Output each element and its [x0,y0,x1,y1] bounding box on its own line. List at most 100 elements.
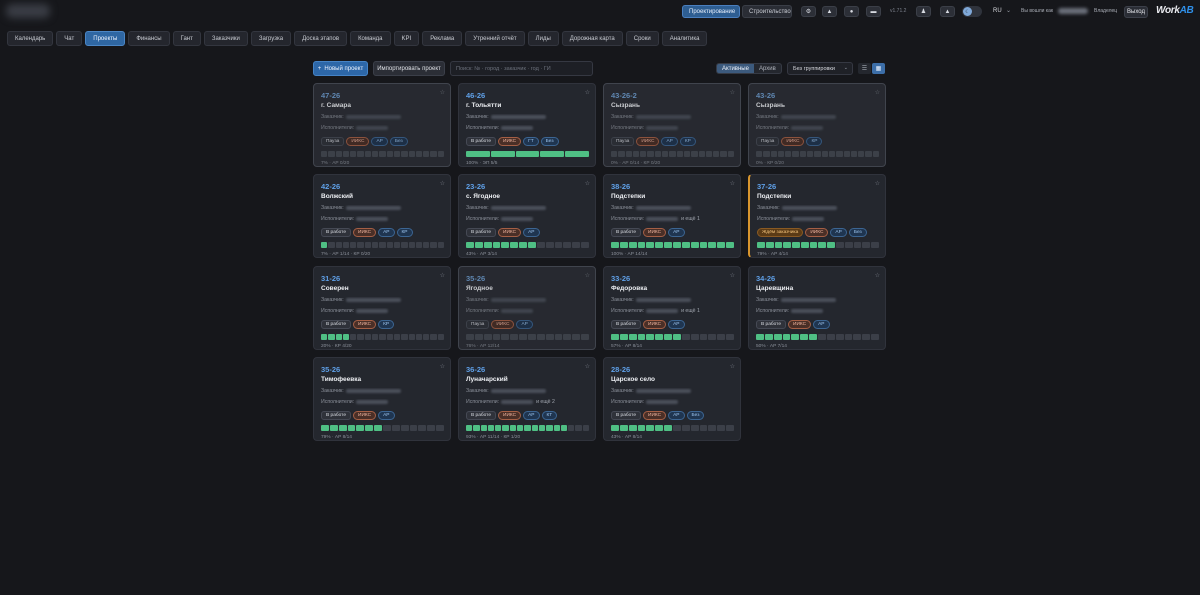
people-icon[interactable]: ♟ [916,6,931,17]
filter-archive[interactable]: Архив [758,65,776,72]
monitor-icon[interactable]: ▬ [866,6,881,17]
status-badge[interactable]: Пауза [466,320,490,329]
star-icon[interactable]: ☆ [439,273,445,279]
star-icon[interactable]: ☆ [439,90,445,96]
star-icon[interactable]: ☆ [729,364,735,370]
search-input[interactable] [450,61,593,76]
status-badge[interactable]: В работе [611,411,641,420]
bell-icon[interactable]: ▲ [940,6,955,17]
mode-tab-design[interactable]: Проектирование [682,5,740,18]
progress-cell [321,151,328,157]
grouping-select[interactable]: Без группировки ⌄ [787,62,853,75]
nav-tab[interactable]: Проекты [85,31,126,46]
star-icon[interactable]: ☆ [729,90,735,96]
status-badge[interactable]: Пауза [756,137,780,146]
star-icon[interactable]: ☆ [584,273,590,279]
chat-icon[interactable]: ● [844,6,859,17]
progress-summary: 20% · КР 4/20 [321,344,352,349]
new-project-button[interactable]: + Новый проект [313,61,368,76]
nav-tab[interactable]: Чат [56,31,83,46]
nav-tab[interactable]: Аналитика [661,31,708,46]
settings-icon[interactable]: ⚙ [801,6,816,17]
status-badge[interactable]: В работе [321,228,351,237]
star-icon[interactable]: ☆ [439,364,445,370]
customer-label: Заказчик: [611,205,634,211]
nav-tab[interactable]: Заказчики [203,31,248,46]
progress-cell [664,242,673,248]
project-card[interactable]: ☆ 34-26 Царевщина Заказчик: Исполнители: В ра… [748,266,886,350]
project-card[interactable]: ☆ 38-26 Подстепки Заказчик: Исполнители: и ещ… [603,174,741,258]
nav-tab[interactable]: Реклама [422,31,463,46]
star-icon[interactable]: ☆ [584,364,590,370]
star-icon[interactable]: ☆ [874,90,880,96]
nav-tab[interactable]: KPI [393,31,420,46]
status-badge[interactable]: В работе [321,320,351,329]
nav-tab[interactable]: Доска этапов [294,31,348,46]
progress-cell [423,151,430,157]
nav-tab[interactable]: Календарь [7,31,54,46]
nav-tab[interactable]: Гант [172,31,201,46]
project-card[interactable]: ☆ 36-26 Луначарский Заказчик: Исполнители: и … [458,357,596,441]
status-badge[interactable]: В работе [756,320,786,329]
project-card[interactable]: ☆ 33-26 Федоровка Заказчик: Исполнители: и ещ… [603,266,741,350]
nav-tab[interactable]: Загрузка [250,31,292,46]
project-card[interactable]: ☆ 35-26 Ягодное Заказчик: Исполнители: Пауза И… [458,266,596,350]
star-icon[interactable]: ☆ [729,181,735,187]
status-badge[interactable]: В работе [611,228,641,237]
star-icon[interactable]: ☆ [874,181,880,187]
status-badge[interactable]: В работе [466,228,496,237]
nav-tab[interactable]: Лиды [527,31,559,46]
status-badge[interactable]: В работе [321,411,351,420]
progress-cell [356,425,365,431]
project-card[interactable]: ☆ 28-26 Царское село Заказчик: Исполнители: В… [603,357,741,441]
nav-tab[interactable]: Сроки [625,31,659,46]
progress-cell [393,242,401,248]
nav-tab[interactable]: Финансы [128,31,170,46]
chevron-down-icon[interactable]: ⌄ [1006,8,1012,14]
project-card[interactable]: ☆ 37-26 Подстепки Заказчик: Исполнители: Ждём… [748,174,886,258]
project-card[interactable]: ☆ 31-26 Соверен Заказчик: Исполнители: В рабо… [313,266,451,350]
logout-button[interactable]: Выход [1124,6,1148,18]
project-card[interactable]: ☆ 23-26 с. Ягодное Заказчик: Исполнители: В р… [458,174,596,258]
progress-cell [528,334,536,340]
star-icon[interactable]: ☆ [439,181,445,187]
project-card[interactable]: ☆ 46-26 г. Тольятти Заказчик: Исполнители: В … [458,83,596,167]
language-select[interactable]: RU [993,8,1002,14]
project-card[interactable]: ☆ 47-26 г. Самара Заказчик: Исполнители: Пауз… [313,83,451,167]
progress-bar [466,151,589,157]
status-badge[interactable]: В работе [466,137,496,146]
mode-tab-construction[interactable]: Строительство [742,5,792,18]
nav-tab[interactable]: Утренний отчёт [465,31,525,46]
nav-tab[interactable]: Дорожная карта [561,31,623,46]
status-badge[interactable]: В работе [466,411,496,420]
section-badge: ИИКС [643,320,667,329]
status-badge[interactable]: В работе [611,320,641,329]
progress-cell [423,242,430,248]
progress-cell [408,242,415,248]
star-icon[interactable]: ☆ [584,90,590,96]
star-icon[interactable]: ☆ [584,181,590,187]
projects-icon[interactable]: ▲ [822,6,837,17]
customer-value [781,205,837,210]
progress-cell [466,425,473,431]
import-project-button[interactable]: Импортировать проект [373,61,445,76]
theme-toggle[interactable]: ☾ [962,6,982,17]
project-card[interactable]: ☆ 35-26 Тимофеевка Заказчик: Исполнители: В р… [313,357,451,441]
star-icon[interactable]: ☆ [729,273,735,279]
list-view-icon[interactable]: ☰ [858,63,871,74]
filter-active[interactable]: Активные [717,64,754,73]
customer-row: Заказчик: [321,205,444,212]
customer-label: Заказчик: [756,297,779,303]
project-card[interactable]: ☆ 43-26 Сызрань Заказчик: Исполнители: Пауза И… [748,83,886,167]
status-badge[interactable]: Пауза [321,137,345,146]
project-card[interactable]: ☆ 43-26-2 Сызрань Заказчик: Исполнители: Пауз… [603,83,741,167]
star-icon[interactable]: ☆ [874,273,880,279]
status-badge[interactable]: Пауза [611,137,635,146]
grid-view-icon[interactable]: ▦ [872,63,885,74]
project-card[interactable]: ☆ 42-26 Волжский Заказчик: Исполнители: В раб… [313,174,451,258]
section-badge: АР [516,320,533,329]
status-badge[interactable]: Ждём заказчика [757,228,804,237]
progress-cell [765,242,774,248]
nav-tab[interactable]: Команда [350,31,391,46]
progress-cell [483,242,492,248]
